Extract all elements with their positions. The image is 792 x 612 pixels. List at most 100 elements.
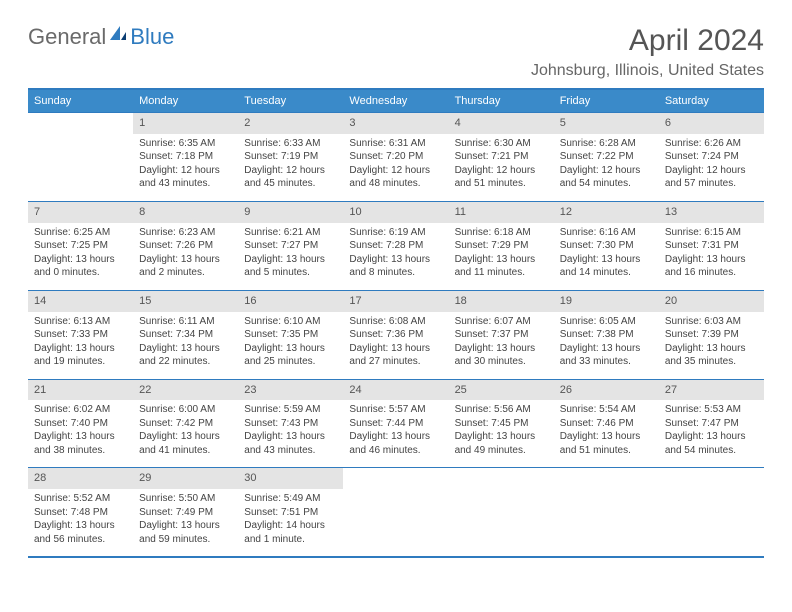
daylight-line1: Daylight: 13 hours	[665, 430, 758, 444]
calendar-row: 14Sunrise: 6:13 AMSunset: 7:33 PMDayligh…	[28, 290, 764, 379]
daylight-line1: Daylight: 13 hours	[244, 253, 337, 267]
daylight-line1: Daylight: 13 hours	[349, 342, 442, 356]
daylight-line2: and 30 minutes.	[455, 355, 548, 369]
sunset-text: Sunset: 7:27 PM	[244, 239, 337, 253]
daylight-line2: and 25 minutes.	[244, 355, 337, 369]
day-content: Sunrise: 6:33 AMSunset: 7:19 PMDaylight:…	[238, 134, 343, 201]
sunrise-text: Sunrise: 6:28 AM	[560, 137, 653, 151]
weekday-header: Sunday	[28, 89, 133, 113]
sunrise-text: Sunrise: 5:54 AM	[560, 403, 653, 417]
sunset-text: Sunset: 7:42 PM	[139, 417, 232, 431]
daylight-line1: Daylight: 12 hours	[349, 164, 442, 178]
sunset-text: Sunset: 7:20 PM	[349, 150, 442, 164]
day-number: 16	[238, 291, 343, 312]
calendar-cell: 4Sunrise: 6:30 AMSunset: 7:21 PMDaylight…	[449, 113, 554, 202]
sunset-text: Sunset: 7:49 PM	[139, 506, 232, 520]
sunset-text: Sunset: 7:30 PM	[560, 239, 653, 253]
daylight-line1: Daylight: 13 hours	[34, 342, 127, 356]
sunset-text: Sunset: 7:26 PM	[139, 239, 232, 253]
sunrise-text: Sunrise: 6:26 AM	[665, 137, 758, 151]
day-content: Sunrise: 5:49 AMSunset: 7:51 PMDaylight:…	[238, 489, 343, 556]
sunrise-text: Sunrise: 6:31 AM	[349, 137, 442, 151]
sunrise-text: Sunrise: 5:59 AM	[244, 403, 337, 417]
day-number: 24	[343, 380, 448, 401]
location-label: Johnsburg, Illinois, United States	[531, 62, 764, 80]
day-number: 23	[238, 380, 343, 401]
daylight-line2: and 51 minutes.	[455, 177, 548, 191]
sunrise-text: Sunrise: 5:56 AM	[455, 403, 548, 417]
calendar-cell: 26Sunrise: 5:54 AMSunset: 7:46 PMDayligh…	[554, 379, 659, 468]
daylight-line1: Daylight: 12 hours	[665, 164, 758, 178]
day-content: Sunrise: 6:18 AMSunset: 7:29 PMDaylight:…	[449, 223, 554, 290]
calendar-cell: 7Sunrise: 6:25 AMSunset: 7:25 PMDaylight…	[28, 201, 133, 290]
day-number: 29	[133, 468, 238, 489]
daylight-line1: Daylight: 13 hours	[560, 253, 653, 267]
sunrise-text: Sunrise: 6:30 AM	[455, 137, 548, 151]
calendar-cell: 5Sunrise: 6:28 AMSunset: 7:22 PMDaylight…	[554, 113, 659, 202]
calendar-table: SundayMondayTuesdayWednesdayThursdayFrid…	[28, 88, 764, 558]
sunrise-text: Sunrise: 6:15 AM	[665, 226, 758, 240]
day-number: 28	[28, 468, 133, 489]
sail-icon	[108, 24, 128, 50]
daylight-line2: and 51 minutes.	[560, 444, 653, 458]
daylight-line2: and 54 minutes.	[560, 177, 653, 191]
daylight-line1: Daylight: 13 hours	[139, 519, 232, 533]
sunrise-text: Sunrise: 6:05 AM	[560, 315, 653, 329]
sunset-text: Sunset: 7:18 PM	[139, 150, 232, 164]
day-number: 15	[133, 291, 238, 312]
calendar-cell: 8Sunrise: 6:23 AMSunset: 7:26 PMDaylight…	[133, 201, 238, 290]
day-content: Sunrise: 5:52 AMSunset: 7:48 PMDaylight:…	[28, 489, 133, 556]
sunset-text: Sunset: 7:36 PM	[349, 328, 442, 342]
logo-text-part1: General	[28, 24, 106, 50]
sunrise-text: Sunrise: 6:16 AM	[560, 226, 653, 240]
calendar-cell: 21Sunrise: 6:02 AMSunset: 7:40 PMDayligh…	[28, 379, 133, 468]
calendar-cell: 18Sunrise: 6:07 AMSunset: 7:37 PMDayligh…	[449, 290, 554, 379]
daylight-line2: and 38 minutes.	[34, 444, 127, 458]
sunset-text: Sunset: 7:45 PM	[455, 417, 548, 431]
sunrise-text: Sunrise: 6:03 AM	[665, 315, 758, 329]
sunrise-text: Sunrise: 5:49 AM	[244, 492, 337, 506]
sunset-text: Sunset: 7:44 PM	[349, 417, 442, 431]
day-number: 14	[28, 291, 133, 312]
daylight-line2: and 45 minutes.	[244, 177, 337, 191]
day-content: Sunrise: 6:11 AMSunset: 7:34 PMDaylight:…	[133, 312, 238, 379]
daylight-line2: and 48 minutes.	[349, 177, 442, 191]
day-content: Sunrise: 6:30 AMSunset: 7:21 PMDaylight:…	[449, 134, 554, 201]
calendar-cell: 17Sunrise: 6:08 AMSunset: 7:36 PMDayligh…	[343, 290, 448, 379]
day-content: Sunrise: 6:23 AMSunset: 7:26 PMDaylight:…	[133, 223, 238, 290]
daylight-line1: Daylight: 13 hours	[34, 430, 127, 444]
sunset-text: Sunset: 7:19 PM	[244, 150, 337, 164]
sunset-text: Sunset: 7:34 PM	[139, 328, 232, 342]
day-content: Sunrise: 6:13 AMSunset: 7:33 PMDaylight:…	[28, 312, 133, 379]
daylight-line2: and 54 minutes.	[665, 444, 758, 458]
day-number: 21	[28, 380, 133, 401]
day-content: Sunrise: 6:05 AMSunset: 7:38 PMDaylight:…	[554, 312, 659, 379]
sunrise-text: Sunrise: 6:11 AM	[139, 315, 232, 329]
daylight-line2: and 5 minutes.	[244, 266, 337, 280]
daylight-line2: and 22 minutes.	[139, 355, 232, 369]
sunrise-text: Sunrise: 6:08 AM	[349, 315, 442, 329]
logo: General Blue	[28, 24, 174, 50]
daylight-line1: Daylight: 13 hours	[349, 253, 442, 267]
day-content: Sunrise: 6:28 AMSunset: 7:22 PMDaylight:…	[554, 134, 659, 201]
sunrise-text: Sunrise: 5:53 AM	[665, 403, 758, 417]
day-content: Sunrise: 5:56 AMSunset: 7:45 PMDaylight:…	[449, 400, 554, 467]
sunset-text: Sunset: 7:35 PM	[244, 328, 337, 342]
daylight-line1: Daylight: 13 hours	[455, 430, 548, 444]
daylight-line2: and 14 minutes.	[560, 266, 653, 280]
daylight-line2: and 8 minutes.	[349, 266, 442, 280]
day-content: Sunrise: 5:53 AMSunset: 7:47 PMDaylight:…	[659, 400, 764, 467]
daylight-line1: Daylight: 13 hours	[244, 342, 337, 356]
day-number: 4	[449, 113, 554, 134]
sunset-text: Sunset: 7:21 PM	[455, 150, 548, 164]
daylight-line1: Daylight: 12 hours	[560, 164, 653, 178]
daylight-line2: and 43 minutes.	[139, 177, 232, 191]
sunrise-text: Sunrise: 6:18 AM	[455, 226, 548, 240]
daylight-line2: and 1 minute.	[244, 533, 337, 547]
header: General Blue April 2024 Johnsburg, Illin…	[28, 24, 764, 80]
daylight-line2: and 46 minutes.	[349, 444, 442, 458]
sunrise-text: Sunrise: 5:50 AM	[139, 492, 232, 506]
day-content: Sunrise: 6:08 AMSunset: 7:36 PMDaylight:…	[343, 312, 448, 379]
daylight-line2: and 49 minutes.	[455, 444, 548, 458]
day-content: Sunrise: 6:35 AMSunset: 7:18 PMDaylight:…	[133, 134, 238, 201]
